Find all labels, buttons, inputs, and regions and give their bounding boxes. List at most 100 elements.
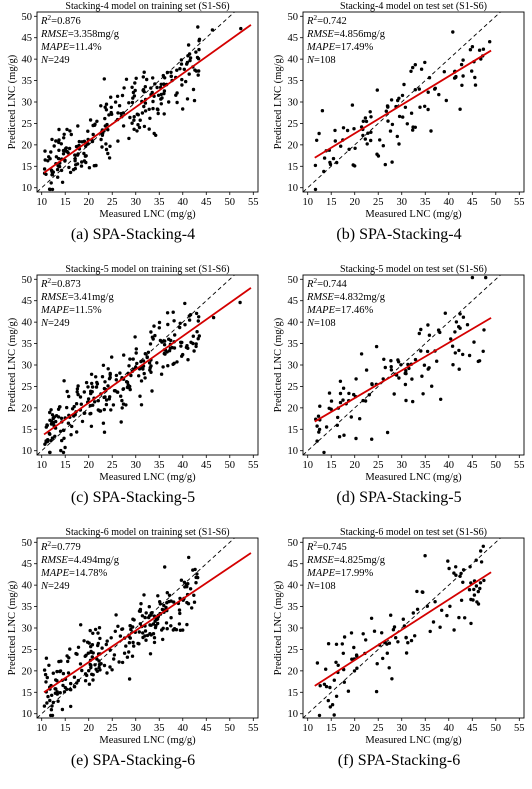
data-point (479, 549, 483, 553)
data-point (404, 369, 408, 373)
data-point (187, 72, 191, 76)
data-point (93, 627, 98, 632)
data-point (129, 627, 133, 632)
data-point (338, 391, 343, 396)
data-point (51, 421, 56, 425)
chart-title: Stacking-5 model on training set (S1-S6) (65, 264, 229, 275)
data-point (48, 410, 52, 415)
data-point (442, 70, 446, 74)
data-point (78, 395, 83, 399)
data-point (69, 688, 73, 692)
data-point (458, 326, 462, 330)
x-tick-label: 20 (349, 460, 360, 471)
data-point (179, 578, 184, 582)
x-tick-label: 55 (514, 197, 525, 208)
stat-mape: MAPE=14.78% (40, 568, 108, 579)
data-point (59, 416, 64, 420)
data-point (366, 131, 370, 135)
data-point (90, 643, 95, 647)
data-point (82, 139, 87, 143)
data-point (179, 58, 184, 62)
data-point (112, 657, 116, 661)
data-point (68, 129, 72, 133)
data-point (161, 626, 165, 630)
data-point (143, 85, 147, 89)
data-point (62, 379, 66, 383)
data-point (56, 164, 60, 168)
stat-r2: R2=0.873 (40, 276, 81, 290)
data-point (458, 107, 462, 111)
x-tick-label: 15 (60, 197, 71, 208)
data-point (334, 694, 339, 698)
data-point (476, 589, 480, 594)
data-points (315, 544, 486, 718)
data-point (162, 112, 166, 116)
data-point (186, 582, 190, 586)
data-point (135, 129, 139, 133)
data-point (143, 101, 148, 105)
data-point (175, 68, 179, 72)
data-point (440, 608, 444, 612)
data-point (139, 379, 144, 383)
data-point (133, 81, 137, 85)
chart-panel-3: Stacking-5 model on training set (S1-S6)… (0, 263, 266, 526)
data-point (417, 331, 421, 336)
data-point (180, 77, 184, 82)
data-point (76, 678, 81, 683)
data-point (397, 376, 401, 380)
data-point (484, 275, 488, 280)
data-point (334, 660, 338, 664)
data-point (374, 344, 379, 349)
data-point (333, 139, 337, 143)
data-point (90, 385, 95, 389)
data-point (419, 349, 423, 353)
data-point (330, 703, 335, 707)
x-tick-label: 20 (83, 723, 94, 734)
data-point (187, 555, 191, 560)
y-tick-label: 35 (22, 339, 33, 350)
fit-line (43, 552, 252, 694)
data-point (130, 121, 134, 125)
data-point (109, 408, 113, 412)
x-tick-label: 15 (60, 460, 71, 471)
data-point (411, 399, 415, 404)
x-tick-label: 55 (248, 197, 259, 208)
scatter-chart: Stacking-5 model on test set (S1-S6) 10 15… (273, 264, 525, 483)
data-point (167, 100, 171, 104)
data-point (103, 124, 108, 128)
y-tick-label: 20 (288, 666, 299, 677)
data-point (409, 638, 414, 643)
data-point (42, 704, 47, 708)
data-point (107, 156, 112, 160)
data-point (141, 631, 145, 635)
data-point (79, 623, 83, 627)
data-point (422, 363, 427, 367)
data-point (317, 713, 322, 718)
data-point (127, 677, 132, 681)
stat-rmse: RMSE=4.832mg/g (306, 292, 386, 303)
data-point (127, 364, 131, 368)
data-point (336, 663, 340, 667)
data-point (368, 110, 372, 114)
data-point (482, 328, 486, 332)
data-point (77, 139, 82, 144)
data-point (459, 62, 464, 67)
data-point (151, 99, 155, 104)
data-point (161, 365, 165, 369)
x-tick-label: 15 (326, 723, 337, 734)
stat-n: N=249 (40, 318, 70, 329)
y-tick-label: 15 (288, 425, 299, 436)
y-tick-label: 20 (22, 140, 33, 151)
data-point (365, 142, 369, 146)
y-tick-label: 40 (22, 55, 33, 66)
data-point (61, 671, 66, 676)
x-tick-label: 45 (467, 460, 478, 471)
data-point (461, 580, 465, 584)
data-point (461, 352, 465, 357)
data-point (42, 668, 47, 672)
data-point (62, 436, 66, 440)
data-point (467, 588, 472, 592)
data-point (413, 357, 418, 362)
data-point (59, 142, 63, 146)
data-point (57, 138, 61, 142)
